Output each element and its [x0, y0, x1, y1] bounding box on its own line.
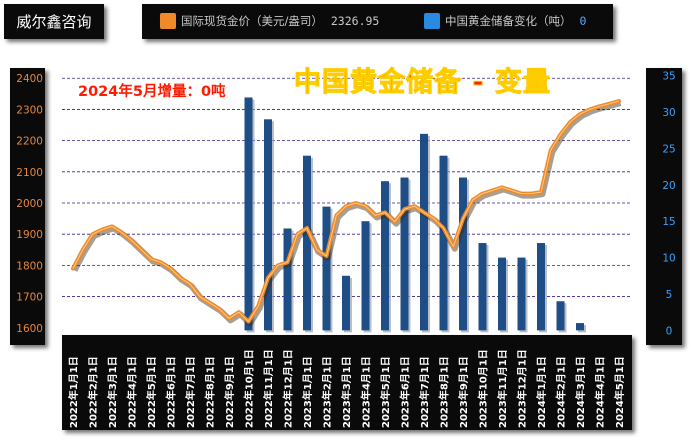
- chart-annotation: 2024年5月增量：0吨: [78, 84, 226, 100]
- reserve-bar: [322, 206, 331, 331]
- left-tick-label: 2000: [16, 198, 43, 210]
- reserve-bar: [498, 257, 506, 331]
- reserve-bar: [517, 257, 526, 331]
- chart-title: 中国黄金储备 - 变量: [293, 67, 552, 99]
- reserve-bar: [244, 97, 253, 331]
- reserve-bar: [303, 155, 311, 331]
- x-tick-label: 2022年9月1日: [223, 356, 236, 428]
- reserve-bar: [264, 119, 272, 331]
- x-tick-label: 2023年11月1日: [496, 349, 509, 428]
- right-tick-label: 35: [662, 71, 675, 83]
- x-tick-label: 2022年12月1日: [282, 349, 295, 428]
- reserve-bar: [576, 323, 584, 331]
- x-tick-label: 2024年2月1日: [555, 356, 568, 428]
- left-tick-label: 1600: [16, 323, 43, 335]
- brand-box: 威尔鑫咨询: [4, 4, 104, 39]
- left-tick-label: 2300: [16, 104, 43, 116]
- x-tick-label: 2022年7月1日: [184, 356, 197, 428]
- reserve-bar: [439, 155, 448, 331]
- left-tick-label: 1900: [16, 229, 43, 241]
- left-axis-panel: [10, 68, 45, 345]
- x-tick-label: 2022年3月1日: [106, 356, 119, 428]
- x-tick-label: 2023年4月1日: [360, 356, 373, 428]
- x-tick-label: 2022年6月1日: [165, 356, 178, 428]
- x-tick-label: 2024年5月1日: [613, 356, 626, 428]
- right-tick-label: 0: [666, 325, 673, 337]
- left-tick-label: 1700: [16, 292, 43, 304]
- x-tick-label: 2024年4月1日: [594, 356, 607, 428]
- x-tick-label: 2022年5月1日: [145, 356, 158, 428]
- x-tick-label: 2023年8月1日: [438, 356, 451, 428]
- reserve-bar: [361, 221, 370, 331]
- reserve-bar: [420, 133, 428, 331]
- left-tick-label: 2100: [16, 167, 43, 179]
- right-tick-label: 20: [662, 180, 675, 192]
- right-tick-label: 30: [662, 107, 675, 119]
- legend-box: 国际现货金价（美元/盎司） 2326.95 中国黄金储备变化（吨） 0: [142, 4, 613, 39]
- legend-reserve-value: 0: [579, 14, 587, 28]
- brand-label: 威尔鑫咨询: [16, 13, 92, 31]
- legend-gold-swatch: [160, 13, 176, 29]
- left-tick-label: 2200: [16, 136, 43, 148]
- x-tick-label: 2022年11月1日: [262, 349, 275, 428]
- legend-reserve-label: 中国黄金储备变化（吨）: [445, 14, 572, 28]
- x-tick-label: 2023年9月1日: [457, 356, 470, 428]
- x-tick-label: 2024年3月1日: [574, 356, 587, 428]
- reserve-bar: [400, 177, 409, 331]
- x-tick-label: 2022年1月1日: [67, 356, 80, 428]
- x-tick-label: 2022年10月1日: [243, 349, 256, 428]
- reserve-bar: [478, 243, 487, 331]
- right-tick-label: 5: [666, 289, 673, 301]
- right-tick-label: 25: [662, 143, 675, 155]
- x-axis-ticks: 2022年1月1日 2022年2月1日 2022年3月1日 2022年4月1日 2022…: [67, 349, 626, 428]
- gold-line-highlight: [72, 100, 620, 322]
- legend-reserve-swatch: [424, 13, 440, 29]
- x-tick-label: 2023年10月1日: [477, 349, 490, 428]
- reserve-bar: [459, 177, 467, 331]
- x-tick-label: 2022年2月1日: [87, 356, 100, 428]
- gold-price-line: [71, 99, 622, 327]
- x-tick-label: 2023年7月1日: [418, 356, 431, 428]
- x-tick-label: 2023年6月1日: [399, 356, 412, 428]
- x-tick-label: 2023年2月1日: [321, 356, 334, 428]
- x-axis-panel: [62, 335, 632, 430]
- x-tick-label: 2023年12月1日: [516, 349, 529, 428]
- x-tick-label: 2024年1月1日: [535, 356, 548, 428]
- legend-reserve: 中国黄金储备变化（吨） 0: [424, 13, 586, 29]
- legend-gold: 国际现货金价（美元/盎司） 2326.95: [160, 13, 379, 29]
- reserve-bar: [381, 181, 389, 331]
- x-tick-label: 2022年8月1日: [204, 356, 217, 428]
- right-axis-panel: [646, 68, 682, 345]
- right-axis-ticks: 0 5 10 15 20 25 30 35: [662, 71, 675, 338]
- left-tick-label: 2400: [16, 73, 43, 85]
- legend-gold-value: 2326.95: [330, 14, 380, 28]
- x-tick-label: 2023年3月1日: [340, 356, 353, 428]
- reserve-bars: [244, 97, 586, 333]
- left-axis-ticks: 1600 1700 1800 1900 2000 2100 2200 2300 2400: [16, 73, 43, 335]
- left-tick-label: 1800: [16, 260, 43, 272]
- x-tick-label: 2022年4月1日: [126, 356, 139, 428]
- reserve-bar: [342, 275, 350, 331]
- legend-gold-label: 国际现货金价（美元/盎司）: [181, 14, 323, 28]
- reserve-bar: [283, 228, 292, 331]
- reserve-bar: [556, 301, 565, 331]
- reserve-bar: [537, 243, 545, 331]
- right-tick-label: 10: [662, 253, 675, 265]
- x-tick-label: 2023年5月1日: [379, 356, 392, 428]
- x-tick-label: 2023年1月1日: [301, 356, 314, 428]
- right-tick-label: 15: [662, 216, 675, 228]
